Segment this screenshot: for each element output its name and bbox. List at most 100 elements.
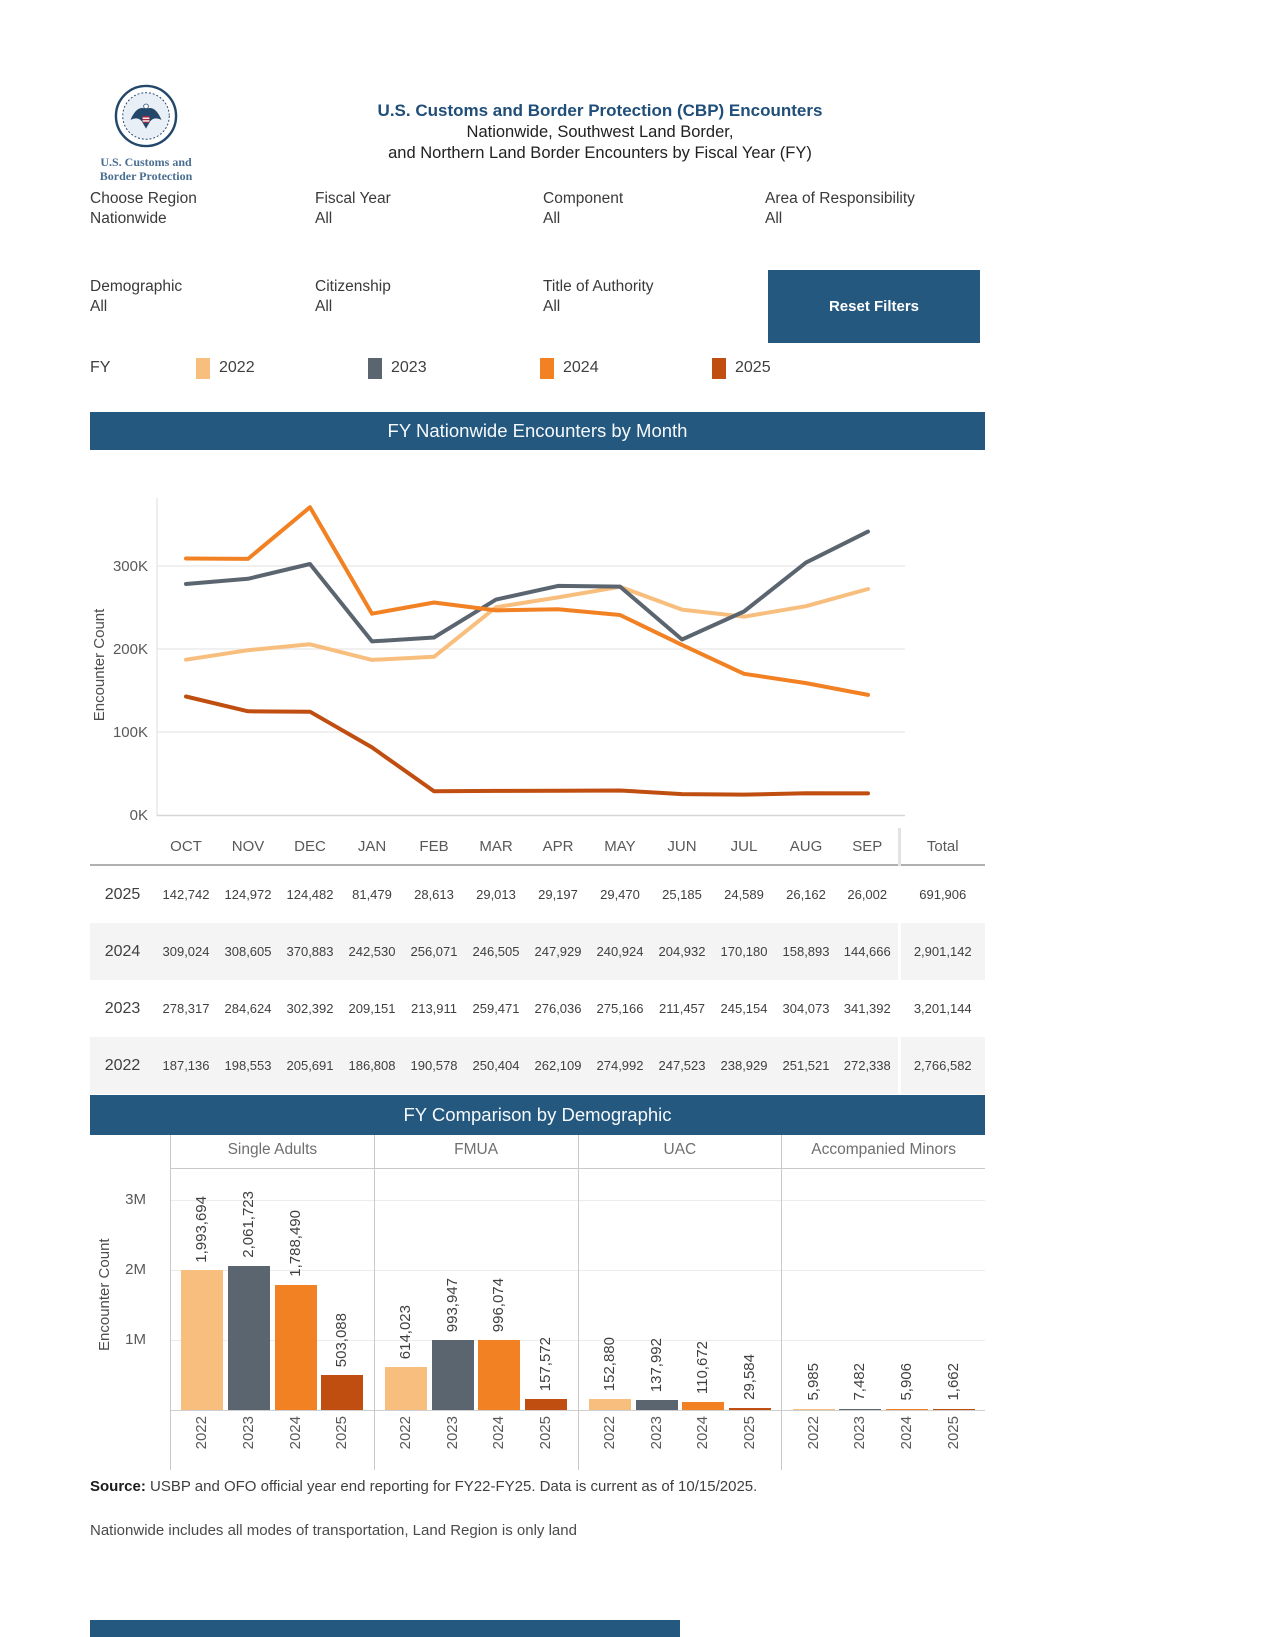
table-cell: 124,972	[224, 887, 272, 902]
column-header-JAN: JAN	[341, 828, 403, 866]
bar-value-label: 614,023	[397, 1304, 415, 1359]
table-cell: 245,154	[720, 1001, 768, 1016]
line-ytick: 300K	[113, 558, 148, 575]
bar-group-3: Accompanied Minors 5,985 7,482 5,906 1,662 20…	[781, 1135, 985, 1470]
table-cell: 211,457	[658, 1001, 706, 1016]
row-year-label: 2023	[104, 999, 141, 1017]
column-header-NOV: NOV	[217, 828, 279, 866]
table-cell: 29,197	[538, 887, 578, 902]
bar-x-label: 2023	[851, 1416, 869, 1450]
bar-value-label: 503,088	[333, 1312, 351, 1367]
column-header-AUG: AUG	[775, 828, 837, 866]
table-cell: 275,166	[596, 1001, 644, 1016]
filter-value-region[interactable]: Nationwide	[90, 210, 167, 227]
source-text: USBP and OFO official year end reporting…	[145, 1478, 758, 1495]
filter-value-authority[interactable]: All	[543, 298, 561, 315]
table-cell: 158,893	[775, 923, 837, 980]
bar-value-label: 996,074	[490, 1278, 508, 1333]
bar-value-label: 1,662	[944, 1363, 962, 1401]
bar-accompanied-minors-2022[interactable]	[792, 1409, 835, 1410]
column-header-SEP: SEP	[837, 828, 899, 866]
line-ytick: 100K	[113, 724, 148, 741]
line-series-2024[interactable]	[184, 505, 870, 697]
row-total: 2,766,582	[897, 1037, 985, 1094]
filter-label: Demographic	[90, 278, 183, 295]
bar-single-adults-2025[interactable]	[321, 1374, 364, 1410]
legend-item-2024[interactable]: 2024	[540, 357, 712, 379]
line-chart[interactable]: 0K 100K 200K 300K Encounter Count	[90, 450, 985, 825]
bar-accompanied-minors-2025[interactable]	[932, 1409, 975, 1410]
table-cell: 29,470	[600, 887, 640, 902]
column-header-JUL: JUL	[713, 828, 775, 866]
monthly-table: OCT NOV DEC JAN FEB MAR APR MAY JUN JUL AUG SEP Tota…	[90, 828, 985, 1094]
bar-single-adults-2024[interactable]	[274, 1284, 317, 1410]
bar-value-label: 7,482	[851, 1363, 869, 1401]
table-cell: 144,666	[837, 923, 899, 980]
bar-single-adults-2023[interactable]	[228, 1265, 271, 1410]
bar-uac-2024[interactable]	[682, 1402, 725, 1410]
logo-text-line2: Border Protection	[99, 169, 193, 183]
ytick-2m: 2M	[125, 1261, 146, 1278]
bar-uac-2022[interactable]	[588, 1399, 631, 1410]
filter-value-component[interactable]: All	[543, 210, 561, 227]
filter-label: Title of Authority	[543, 278, 654, 295]
filter-value-citizenship[interactable]: All	[315, 298, 333, 315]
filter-value-demographic[interactable]: All	[90, 298, 108, 315]
filter-value-aor[interactable]: All	[765, 210, 783, 227]
column-header-MAR: MAR	[465, 828, 527, 866]
bar-fmua-2024[interactable]	[478, 1340, 521, 1410]
filter-value-fiscal-year[interactable]: All	[315, 210, 333, 227]
bar-single-adults-2022[interactable]	[181, 1270, 224, 1410]
filter-title-of-authority: Title of Authority All	[543, 278, 765, 316]
bar-uac-2025[interactable]	[728, 1407, 771, 1410]
bar-fmua-2025[interactable]	[525, 1399, 568, 1410]
table-cell: 242,530	[341, 923, 403, 980]
table-cell: 26,162	[786, 887, 826, 902]
column-header-APR: APR	[527, 828, 589, 866]
line-series-2023[interactable]	[184, 529, 870, 644]
table-cell: 274,992	[589, 1037, 651, 1094]
filter-panel: Choose Region Nationwide Fiscal Year All…	[90, 190, 985, 316]
legend-item-2025[interactable]: 2025	[712, 357, 884, 379]
line-series-2022[interactable]	[184, 584, 870, 662]
reset-filters-button[interactable]: Reset Filters	[768, 270, 980, 343]
table-cell: 213,911	[410, 1001, 458, 1016]
bar-value-label: 152,880	[600, 1337, 618, 1392]
bar-value-label: 5,985	[804, 1363, 822, 1401]
table-row-2023: 2023 278,317 284,624 302,392 209,151 213,911 2…	[90, 980, 985, 1037]
bar-x-label: 2025	[333, 1416, 351, 1450]
bar-group-title: FMUA	[454, 1141, 499, 1158]
bar-x-label: 2022	[193, 1416, 211, 1450]
bar-x-label: 2024	[897, 1416, 915, 1450]
bar-uac-2023[interactable]	[635, 1400, 678, 1410]
line-chart-svg: 0K 100K 200K 300K Encounter Count	[91, 498, 905, 824]
filter-label: Fiscal Year	[315, 190, 391, 207]
bar-group-2: UAC 152,880 137,992 110,672 29,584 2022 2023 20…	[577, 1135, 782, 1470]
bar-group-1: FMUA 614,023 993,947 996,074 157,572 2022 2023…	[373, 1135, 578, 1470]
filter-citizenship: Citizenship All	[315, 278, 543, 316]
fy-legend: FY 2022 2023 2024 2025	[90, 355, 985, 381]
bar-chart: 3M 2M 1M Encounter Count Single Adults 1,…	[90, 1135, 985, 1470]
line-series-2025[interactable]	[184, 694, 870, 797]
table-cell: 259,471	[472, 1001, 520, 1016]
bar-accompanied-minors-2024[interactable]	[885, 1409, 928, 1410]
legend-title: FY	[90, 359, 111, 376]
table-cell: 142,742	[162, 887, 210, 902]
bar-group-title: Accompanied Minors	[811, 1141, 956, 1158]
ytick-3m: 3M	[125, 1191, 146, 1208]
legend-item-2022[interactable]: 2022	[196, 357, 368, 379]
cbp-seal-icon	[114, 84, 178, 148]
table-cell: 276,036	[534, 1001, 582, 1016]
bar-fmua-2022[interactable]	[385, 1367, 428, 1410]
bar-accompanied-minors-2023[interactable]	[839, 1409, 882, 1410]
legend-item-2023[interactable]: 2023	[368, 357, 540, 379]
column-header-DEC: DEC	[279, 828, 341, 866]
table-cell: 238,929	[713, 1037, 775, 1094]
bar-fmua-2023[interactable]	[431, 1340, 474, 1410]
table-cell: 278,317	[162, 1001, 210, 1016]
table-cell: 198,553	[217, 1037, 279, 1094]
column-header-OCT: OCT	[155, 828, 217, 866]
bar-value-label: 29,584	[740, 1354, 758, 1400]
bar-value-label: 137,992	[647, 1338, 665, 1393]
